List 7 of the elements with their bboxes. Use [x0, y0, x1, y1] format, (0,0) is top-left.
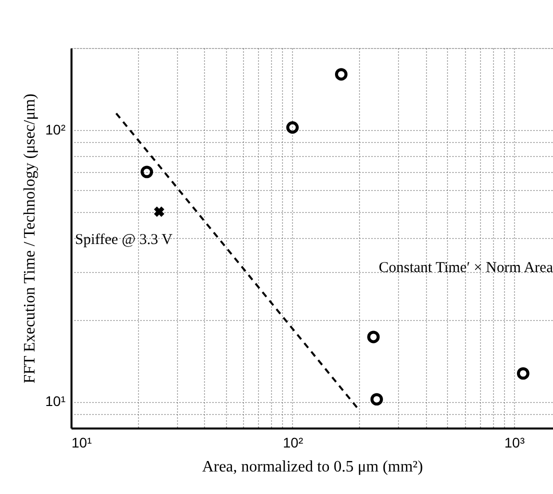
annotation: Spiffee @ 3.3 V: [75, 232, 173, 248]
x-tick-label: 10³: [504, 434, 525, 450]
x-tick-label: 10²: [282, 434, 304, 450]
x-tick-label: 10¹: [72, 434, 92, 450]
annotation: Constant Time′ × Norm Area: [378, 260, 553, 276]
x-axis-title: Area, normalized to 0.5 μm (mm²): [202, 458, 423, 476]
y-axis-title: FFT Execution Time / Technology (μsec/μm): [21, 94, 38, 384]
